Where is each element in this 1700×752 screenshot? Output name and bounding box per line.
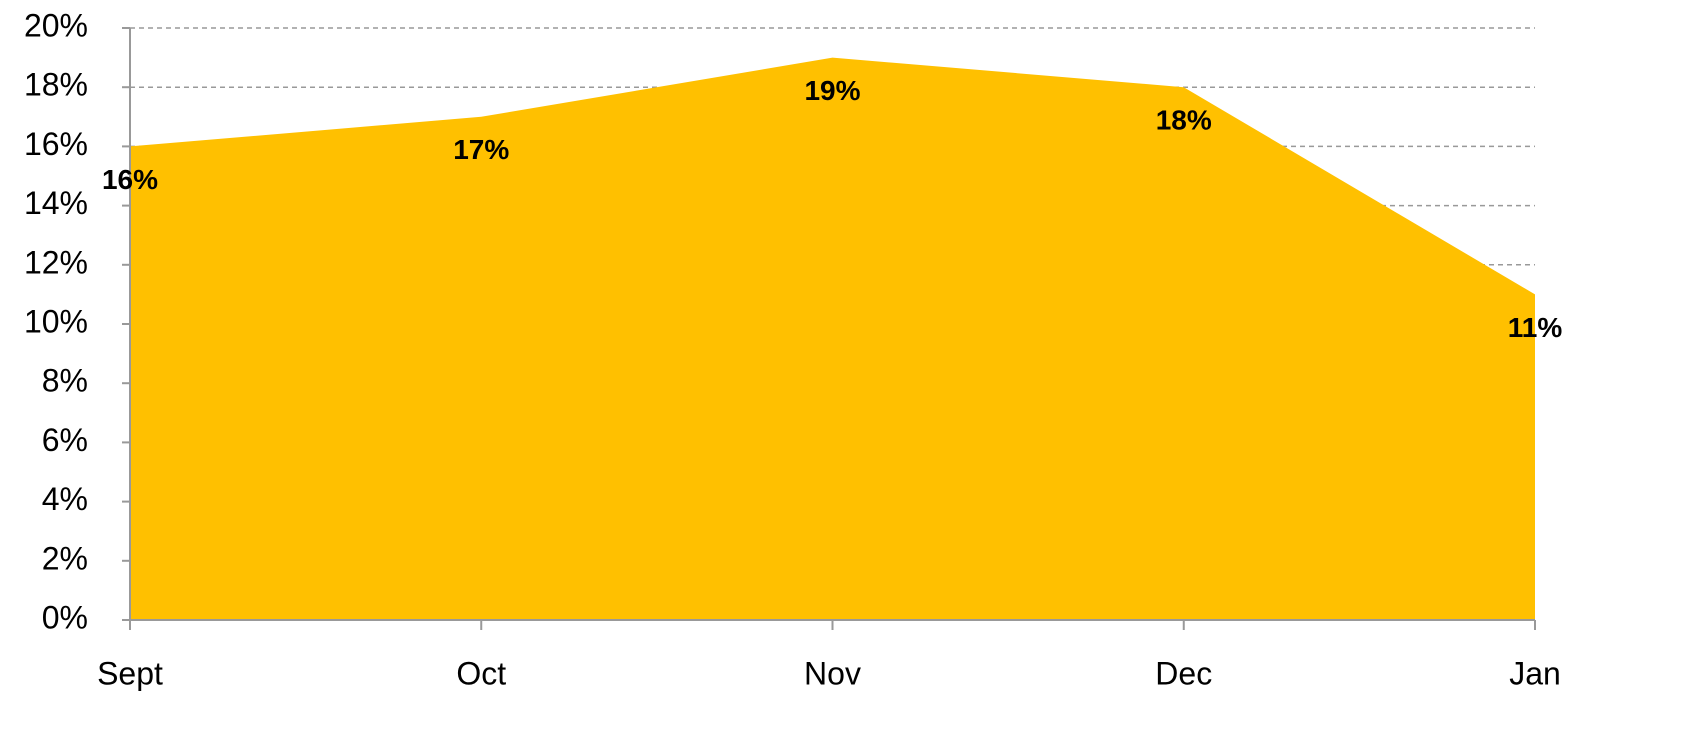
y-tick-label: 16% bbox=[24, 126, 88, 162]
y-tick-label: 10% bbox=[24, 303, 88, 339]
data-label: 17% bbox=[453, 134, 509, 165]
x-tick-label: Oct bbox=[456, 655, 506, 691]
y-tick-label: 14% bbox=[24, 185, 88, 221]
y-tick-label: 18% bbox=[24, 67, 88, 103]
y-tick-label: 2% bbox=[42, 540, 88, 576]
data-label: 16% bbox=[102, 164, 158, 195]
x-tick-label: Sept bbox=[97, 655, 163, 691]
y-tick-label: 6% bbox=[42, 422, 88, 458]
x-tick-label: Jan bbox=[1509, 655, 1561, 691]
data-label: 19% bbox=[804, 75, 860, 106]
x-tick-label: Nov bbox=[804, 655, 861, 691]
y-tick-label: 20% bbox=[24, 7, 88, 43]
data-label: 18% bbox=[1156, 105, 1212, 136]
data-label: 11% bbox=[1508, 312, 1563, 343]
y-tick-label: 4% bbox=[42, 481, 88, 517]
area bbox=[130, 57, 1535, 621]
y-tick-label: 12% bbox=[24, 244, 88, 280]
x-tick-label: Dec bbox=[1155, 655, 1212, 691]
y-tick-label: 0% bbox=[42, 599, 88, 635]
y-tick-label: 8% bbox=[42, 363, 88, 399]
